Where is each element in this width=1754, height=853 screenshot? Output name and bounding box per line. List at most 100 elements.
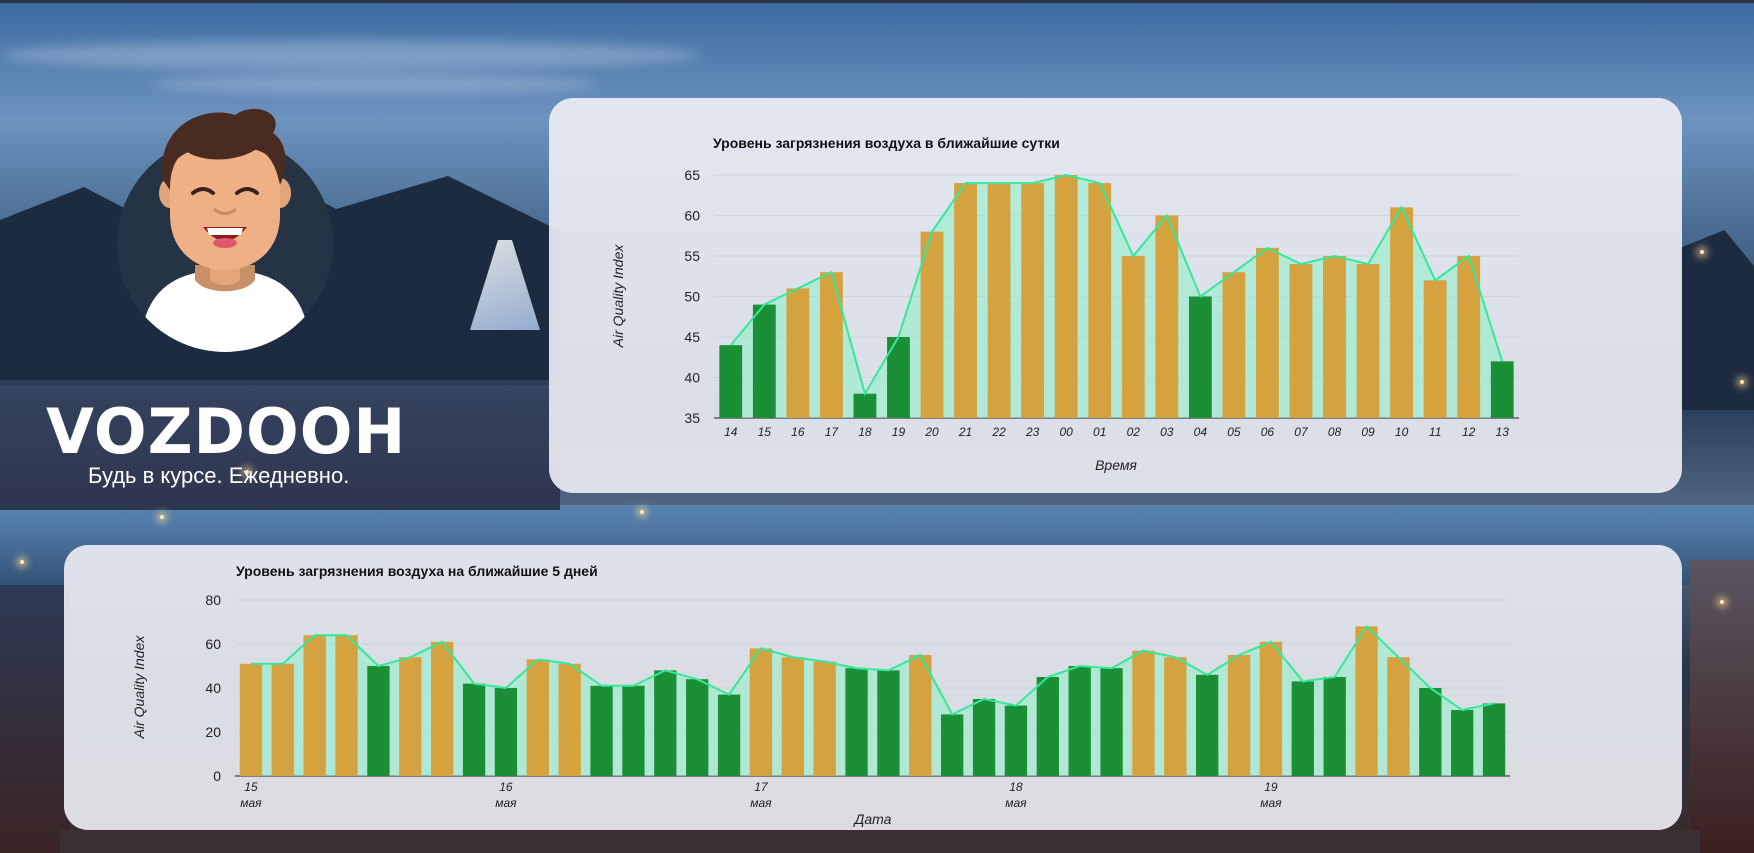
data-bar bbox=[335, 635, 358, 776]
y-tick-label: 65 bbox=[684, 167, 700, 183]
data-bar bbox=[1490, 361, 1514, 418]
data-bar bbox=[1021, 183, 1045, 418]
data-bar bbox=[271, 663, 294, 776]
y-tick-label: 20 bbox=[205, 724, 221, 740]
data-bar bbox=[1289, 264, 1313, 418]
brand-logo: VOZDOOH bbox=[46, 395, 407, 468]
data-bar bbox=[941, 714, 964, 776]
data-bar bbox=[1457, 256, 1481, 418]
avatar bbox=[115, 105, 335, 355]
data-bar bbox=[558, 663, 581, 776]
cloud-streak bbox=[150, 75, 600, 93]
x-tick-label: мая bbox=[1005, 796, 1027, 810]
data-bar bbox=[1390, 207, 1414, 418]
x-tick-label: 01 bbox=[1093, 425, 1106, 439]
data-bar bbox=[909, 655, 932, 776]
x-tick-label: мая bbox=[495, 796, 517, 810]
y-tick-label: 55 bbox=[684, 248, 700, 264]
hourly-aqi-chart: Уровень загрязнения воздуха в ближайшие … bbox=[610, 135, 1519, 473]
five-day-aqi-chart: Уровень загрязнения воздуха на ближайшие… bbox=[131, 563, 1510, 827]
data-bar bbox=[462, 683, 486, 776]
data-bar bbox=[1121, 256, 1145, 418]
data-bar bbox=[654, 670, 677, 776]
data-bar bbox=[1088, 183, 1112, 418]
x-tick-label: 08 bbox=[1328, 425, 1342, 439]
data-bar bbox=[1188, 296, 1212, 418]
data-bar bbox=[845, 668, 868, 776]
data-bar bbox=[920, 231, 944, 418]
data-bar bbox=[1222, 272, 1246, 418]
data-bar bbox=[1323, 256, 1346, 418]
x-tick-label: 03 bbox=[1160, 425, 1174, 439]
data-bar bbox=[526, 659, 549, 776]
x-tick-label: 18 bbox=[858, 425, 872, 439]
data-bar bbox=[239, 663, 263, 776]
x-tick-label: 20 bbox=[924, 425, 939, 439]
data-bar bbox=[719, 345, 743, 418]
data-bar bbox=[1323, 677, 1346, 776]
y-tick-label: 35 bbox=[684, 410, 700, 426]
data-bar bbox=[813, 661, 836, 776]
x-tick-label: мая bbox=[1260, 796, 1282, 810]
x-tick-label: 16 bbox=[499, 780, 513, 794]
data-bar bbox=[1196, 674, 1219, 776]
data-bar bbox=[887, 337, 910, 418]
y-tick-label: 60 bbox=[684, 208, 700, 224]
data-bar bbox=[1387, 657, 1410, 776]
data-bar bbox=[1100, 668, 1123, 776]
data-bar bbox=[431, 641, 454, 776]
x-tick-label: 14 bbox=[724, 425, 738, 439]
top-border bbox=[0, 0, 1754, 3]
data-bar bbox=[1291, 681, 1314, 776]
x-tick-label: 00 bbox=[1060, 425, 1074, 439]
data-bar bbox=[781, 657, 804, 776]
x-tick-label: 21 bbox=[958, 425, 972, 439]
x-tick-label: 15 bbox=[244, 780, 258, 794]
x-axis-label: Время bbox=[1095, 457, 1137, 473]
city-light bbox=[20, 560, 24, 564]
chart-title: Уровень загрязнения воздуха в ближайшие … bbox=[713, 135, 1060, 151]
hourly-forecast-card: Уровень загрязнения воздуха в ближайшие … bbox=[549, 98, 1682, 493]
x-tick-label: мая bbox=[240, 796, 262, 810]
y-tick-label: 45 bbox=[684, 329, 700, 345]
data-bar bbox=[1068, 666, 1091, 776]
x-tick-label: 16 bbox=[791, 425, 805, 439]
daily-forecast-card: Уровень загрязнения воздуха на ближайшие… bbox=[64, 545, 1682, 830]
city-district bbox=[60, 830, 1700, 853]
x-tick-label: 19 bbox=[1264, 780, 1278, 794]
x-tick-label: 17 bbox=[754, 780, 769, 794]
smiling-man-avatar-icon bbox=[117, 108, 333, 352]
x-tick-label: 07 bbox=[1294, 425, 1309, 439]
data-bar bbox=[1259, 641, 1283, 776]
data-bar bbox=[1155, 215, 1179, 418]
data-bar bbox=[494, 688, 518, 776]
data-bar bbox=[1004, 705, 1028, 776]
x-tick-label: 13 bbox=[1496, 425, 1510, 439]
x-tick-label: 19 bbox=[892, 425, 906, 439]
city-light bbox=[1700, 250, 1704, 254]
data-bar bbox=[987, 183, 1011, 418]
data-bar bbox=[1482, 703, 1506, 776]
cloud-streak bbox=[0, 40, 700, 70]
data-bar bbox=[786, 288, 810, 418]
x-tick-label: 10 bbox=[1395, 425, 1409, 439]
y-tick-label: 80 bbox=[205, 592, 221, 608]
x-tick-label: 09 bbox=[1361, 425, 1375, 439]
trend-line bbox=[250, 624, 1495, 716]
data-bar bbox=[1227, 655, 1251, 776]
x-axis-label: Дата bbox=[853, 811, 892, 827]
data-bar bbox=[972, 699, 996, 776]
data-bar bbox=[367, 666, 390, 776]
data-bar bbox=[1451, 710, 1474, 776]
y-axis-label: Air Quality Index bbox=[610, 244, 626, 349]
data-bar bbox=[853, 393, 877, 418]
x-tick-label: 22 bbox=[991, 425, 1006, 439]
data-bar bbox=[877, 670, 900, 776]
data-bar bbox=[1164, 657, 1187, 776]
data-bar bbox=[954, 183, 977, 418]
city-light bbox=[1740, 380, 1744, 384]
city-light bbox=[160, 515, 164, 519]
trend-line bbox=[730, 173, 1504, 397]
data-bar bbox=[819, 272, 843, 418]
chart-title: Уровень загрязнения воздуха на ближайшие… bbox=[236, 563, 598, 579]
